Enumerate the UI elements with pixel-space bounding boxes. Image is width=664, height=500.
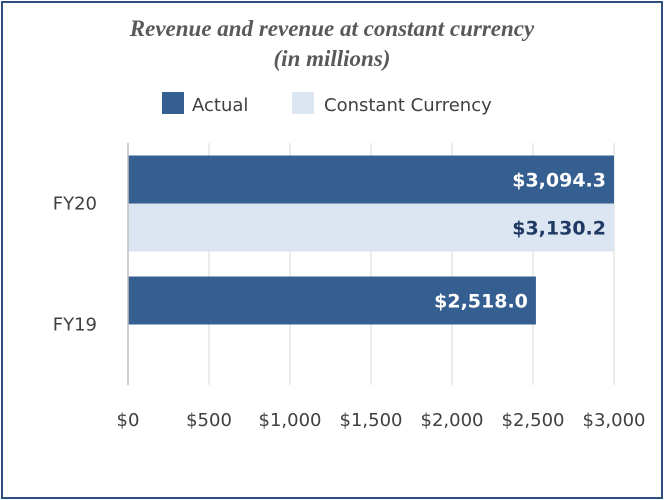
category-labels: FY20 FY19 (53, 194, 97, 336)
category-label-fy20: FY20 (53, 194, 97, 215)
chart-title: Revenue and revenue at constant currency… (0, 14, 664, 74)
data-label-actual-fy20: $3,094.3 (512, 170, 606, 192)
category-label-fy19: FY19 (53, 315, 97, 336)
x-tick-labels: $0 $500 $1,000 $1,500 $2,000 $2,500 $3,000 (117, 410, 646, 431)
chart-title-line-2: (in millions) (273, 46, 391, 71)
x-tick-label: $2,500 (502, 410, 565, 431)
legend-swatch-constant-currency (292, 92, 314, 114)
legend-swatch-actual (162, 92, 184, 114)
bar-actual-fy20 (128, 155, 614, 204)
x-tick-label: $1,000 (259, 410, 322, 431)
x-tick-label: $3,000 (583, 410, 646, 431)
data-label-actual-fy19: $2,518.0 (434, 291, 528, 313)
chart-title-line-1: Revenue and revenue at constant currency (129, 16, 535, 41)
x-tick-label: $0 (117, 410, 140, 431)
x-tick-label: $1,500 (340, 410, 403, 431)
legend-label-actual: Actual (192, 95, 248, 116)
bar-actual-fy19 (128, 276, 536, 325)
x-tick-label: $500 (186, 410, 232, 431)
legend: Actual Constant Currency (162, 92, 492, 116)
bar-constant-currency-fy20 (128, 203, 614, 252)
data-label-constant-currency-fy20: $3,130.2 (512, 218, 606, 240)
x-tick-label: $2,000 (421, 410, 484, 431)
legend-label-constant-currency: Constant Currency (324, 95, 492, 116)
bars: $3,094.3 $3,130.2 $2,518.0 (128, 155, 614, 325)
